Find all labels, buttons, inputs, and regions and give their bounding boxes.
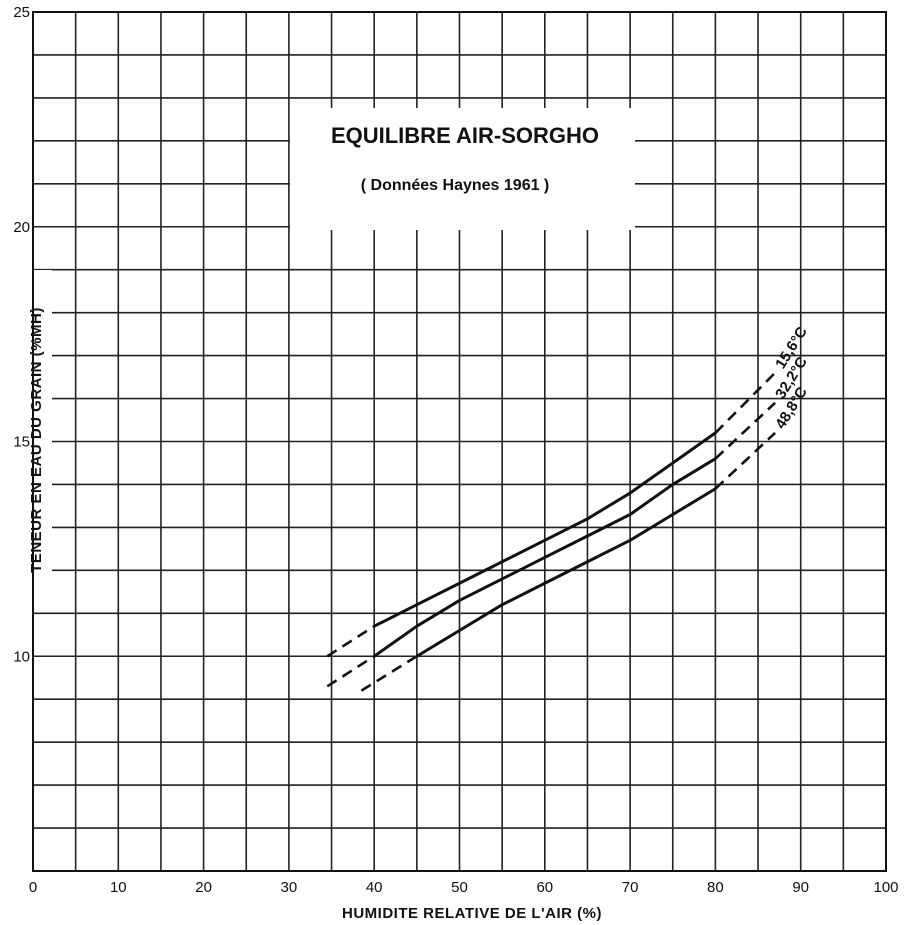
series-line — [416, 487, 717, 658]
x-tick-label: 90 — [792, 879, 809, 896]
series-layer — [326, 371, 777, 692]
series-extrapolated-low-line — [326, 655, 375, 688]
plot-frame — [32, 11, 887, 872]
x-tick-label: 100 — [873, 879, 898, 896]
x-tick-label: 20 — [195, 879, 212, 896]
x-tick-label: 60 — [536, 879, 553, 896]
series-labels: 15,6°C32,2°C48,8°C — [772, 324, 811, 432]
x-tick-label: 50 — [451, 879, 468, 896]
x-axis-title: HUMIDITE RELATIVE DE L'AIR (%) — [342, 905, 602, 922]
ylabel-box — [10, 270, 52, 610]
y-tick-label: 10 — [13, 648, 30, 665]
y-tick-label: 25 — [13, 4, 30, 21]
y-axis-title: TENEUR EN EAU DU GRAIN (%MH) — [28, 307, 45, 573]
series-extrapolated-high-line — [714, 401, 776, 460]
x-tick-label: 0 — [29, 879, 37, 896]
x-tick-label: 10 — [110, 879, 127, 896]
series-line — [373, 431, 717, 628]
series-line — [373, 457, 717, 658]
series-extrapolated-low-line — [360, 655, 418, 692]
title-box — [290, 108, 635, 230]
series-extrapolated-high-line — [714, 431, 776, 490]
x-tick-labels: 0 10 20 30 40 50 60 70 80 90 100 — [29, 879, 899, 896]
series-extrapolated-low-line — [326, 625, 375, 658]
y-tick-labels: 10 15 20 25 — [13, 4, 30, 665]
x-tick-label: 30 — [281, 879, 298, 896]
x-tick-label: 40 — [366, 879, 383, 896]
y-tick-label: 20 — [13, 219, 30, 236]
x-tick-label: 70 — [622, 879, 639, 896]
x-tick-label: 80 — [707, 879, 724, 896]
chart-title: EQUILIBRE AIR-SORGHO — [331, 123, 599, 148]
series-extrapolated-high-line — [714, 371, 777, 434]
y-tick-label: 15 — [13, 434, 30, 451]
chart-subtitle: ( Données Haynes 1961 ) — [361, 177, 550, 194]
